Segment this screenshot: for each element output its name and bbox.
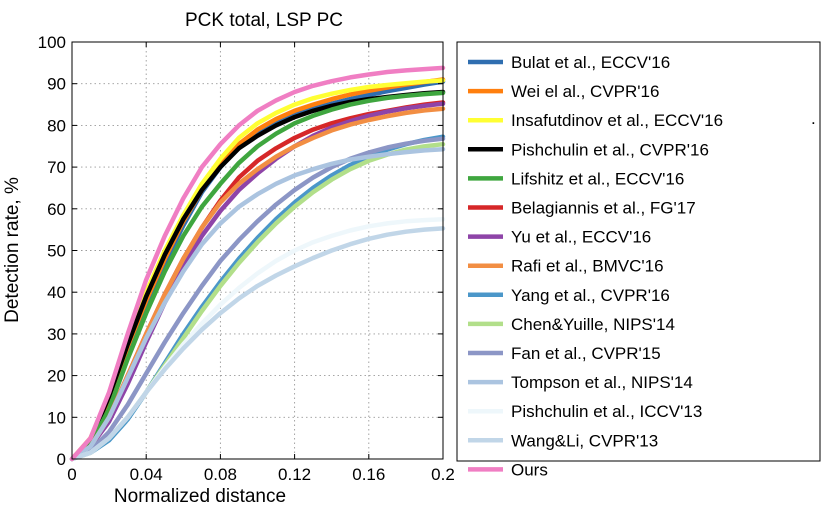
y-tick-label: 100 [38,33,66,52]
legend-entry: Pishchulin et al., CVPR'16 [511,140,709,159]
chart-title: PCK total, LSP PC [185,10,343,31]
legend-entry: Rafi et al., BMVC'16 [511,257,664,276]
series-line-yu-et-al-eccv-16 [69,101,446,462]
x-axis-label: Normalized distance [114,486,286,507]
legend-entry: Pishchulin et al., ICCV'13 [511,402,702,421]
legend-box [456,41,821,462]
y-tick-label: 0 [57,450,66,469]
legend-entry: Yang et al., CVPR'16 [511,286,670,305]
x-tick-label: 0.16 [352,465,385,484]
y-tick-label: 20 [47,367,66,386]
y-tick-label: 10 [47,408,66,427]
legend-entry: Wang&Li, CVPR'13 [511,431,658,450]
y-axis-label: Detection rate, % [2,177,23,323]
y-tick-label: 50 [47,242,66,261]
y-axis-ticks: 0 10 20 30 40 50 60 70 80 90 100 [38,33,443,469]
legend-entry: Tompson et al., NIPS'14 [511,373,693,392]
legend: . Bulat et al., ECCV'16 Wei el al., CVPR'… [456,41,821,479]
series-line-tompson-et-al-nips-14 [69,146,446,462]
series-line-yang-et-al-cvpr-16 [69,134,446,462]
y-tick-label: 70 [47,158,66,177]
x-tick-label: 0.08 [204,465,237,484]
legend-entry: Lifshitz et al., ECCV'16 [511,169,684,188]
x-tick-label: 0.04 [130,465,163,484]
y-tick-label: 40 [47,283,66,302]
legend-entry: Chen&Yuille, NIPS'14 [511,315,675,334]
y-tick-label: 30 [47,325,66,344]
legend-entry: Ours [511,460,548,479]
y-tick-label: 80 [47,116,66,135]
legend-entry: Insafutdinov et al., ECCV'16 [511,111,723,130]
x-axis-ticks: 0 0.04 0.08 0.12 0.16 0.2 [67,42,455,484]
legend-entry: Yu et al., ECCV'16 [511,228,651,247]
series-line-lifshitz-et-al-eccv-16 [69,90,446,462]
grid [72,42,443,459]
legend-entry: Bulat et al., ECCV'16 [511,53,670,72]
legend-entry: Wei el al., CVPR'16 [511,82,659,101]
x-tick-label: 0.12 [278,465,311,484]
x-tick-label: 0.2 [431,465,455,484]
y-tick-label: 90 [47,75,66,94]
series-line-fan-et-al-cvpr-15 [69,136,446,462]
legend-stray-mark: . [811,109,816,128]
series-line-chen-yuille-nips-14 [69,141,446,462]
legend-entry: Belagiannis et al., FG'17 [511,199,696,218]
series-lines [69,65,446,462]
x-tick-label: 0 [67,465,76,484]
series-line-wang-li-cvpr-13 [69,226,446,462]
y-tick-label: 60 [47,200,66,219]
legend-entry: Fan et al., CVPR'15 [511,344,661,363]
series-line-ours [69,65,446,462]
